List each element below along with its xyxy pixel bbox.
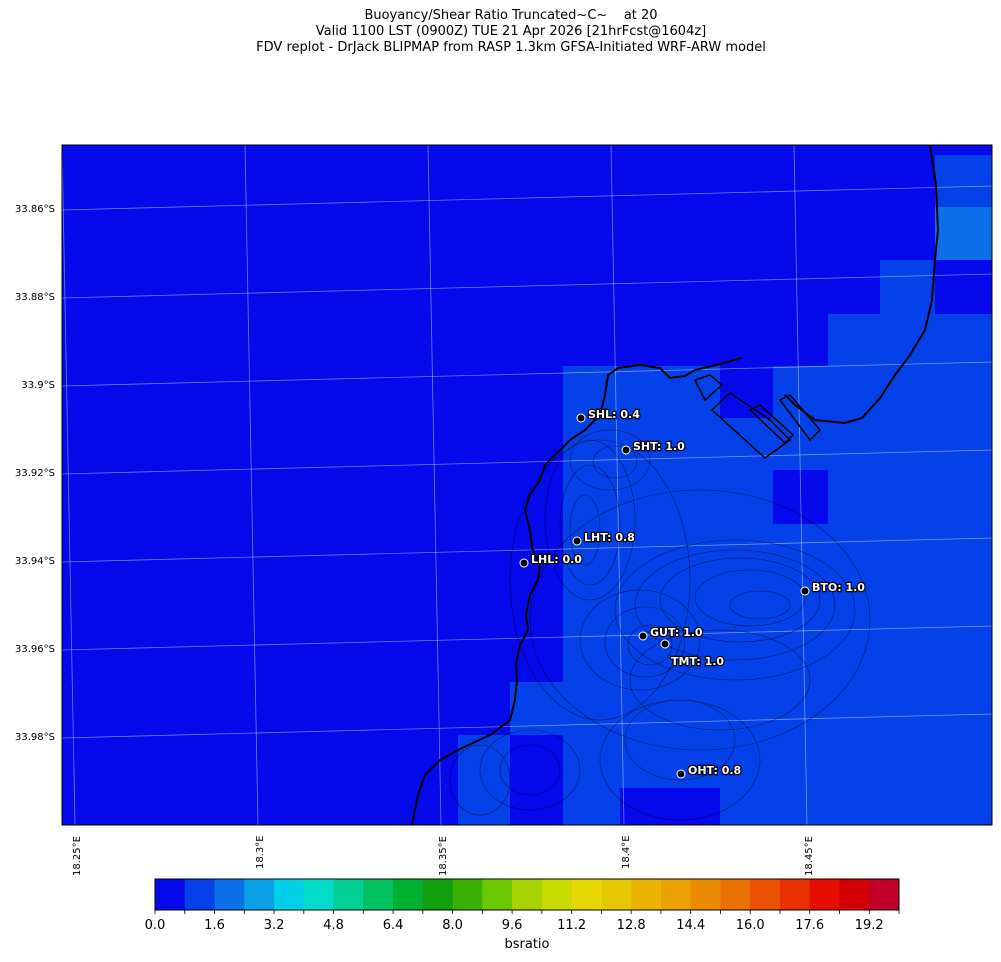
lat-label: 33.9°S bbox=[21, 380, 55, 391]
lat-label: 33.88°S bbox=[15, 292, 55, 303]
lat-label: 33.96°S bbox=[15, 644, 55, 655]
lat-labels: 33.86°S 33.88°S 33.9°S 33.92°S 33.94°S 3… bbox=[15, 204, 55, 743]
station-lhl[interactable]: LHL: 0.0 bbox=[519, 552, 583, 568]
station-shl[interactable]: SHL: 0.4 bbox=[576, 407, 641, 423]
lat-label: 33.98°S bbox=[15, 732, 55, 743]
station-marker[interactable] bbox=[621, 445, 631, 455]
colorbar-tick-label: 8.0 bbox=[442, 918, 463, 933]
colorbar-swatch bbox=[333, 879, 364, 910]
station-label: TMT: 1.0 bbox=[671, 655, 724, 668]
station-gut[interactable]: GUT: 1.0 bbox=[638, 625, 704, 641]
darker-cells bbox=[620, 260, 992, 825]
station-marker[interactable] bbox=[576, 413, 586, 423]
colorbar-swatch bbox=[869, 879, 900, 910]
colorbar-swatch bbox=[631, 879, 662, 910]
colorbar-tick-label: 19.2 bbox=[855, 918, 884, 933]
field-cells bbox=[458, 155, 992, 825]
station-oht[interactable]: OHT: 0.8 bbox=[676, 763, 742, 779]
lon-label: 18.45°E bbox=[804, 836, 815, 876]
station-marker[interactable] bbox=[676, 769, 686, 779]
station-label: LHT: 0.8 bbox=[584, 531, 635, 544]
colorbar-swatch bbox=[393, 879, 424, 910]
colorbar: 0.0 1.6 3.2 4.8 6.4 8.0 9.6 11.2 12.8 14.4 16.0 17.… bbox=[145, 878, 900, 952]
colorbar-swatch bbox=[303, 879, 335, 910]
colorbar-swatch bbox=[422, 879, 454, 910]
colorbar-tick-label: 6.4 bbox=[383, 918, 404, 933]
station-marker[interactable] bbox=[572, 536, 582, 546]
colorbar-swatch bbox=[809, 879, 840, 910]
station-sht[interactable]: SHT: 1.0 bbox=[621, 439, 686, 455]
station-lht[interactable]: LHT: 0.8 bbox=[572, 530, 636, 546]
colorbar-swatch bbox=[155, 879, 186, 910]
coastline bbox=[411, 145, 940, 825]
lon-labels: 18.25°E 18.3°E 18.35°E 18.4°E 18.45°E bbox=[72, 835, 815, 876]
station-label: OHT: 0.8 bbox=[688, 764, 741, 777]
lat-label: 33.94°S bbox=[15, 556, 55, 567]
lon-label: 18.3°E bbox=[255, 835, 266, 869]
colorbar-swatch bbox=[214, 879, 245, 910]
colorbar-tick-label: 16.0 bbox=[736, 918, 765, 933]
colorbar-frame bbox=[154, 878, 900, 911]
lat-label: 33.92°S bbox=[15, 468, 55, 479]
colorbar-swatch bbox=[601, 879, 632, 910]
colorbar-swatch bbox=[541, 879, 573, 910]
colorbar-swatches bbox=[155, 879, 900, 910]
colorbar-tick-label: 11.2 bbox=[557, 918, 586, 933]
colorbar-swatch bbox=[690, 879, 721, 910]
station-marker[interactable] bbox=[800, 586, 810, 596]
colorbar-tick-label: 17.6 bbox=[795, 918, 824, 933]
map-frame bbox=[61, 144, 993, 826]
title-line-1: Buoyancy/Shear Ratio Truncated~C~ at 20 bbox=[364, 8, 658, 23]
colorbar-swatch bbox=[720, 879, 751, 910]
stations-layer: SHL: 0.4 SHT: 1.0 LHT: 0.8 LHL: 0.0 BTO:… bbox=[519, 407, 866, 779]
colorbar-tick-label: 4.8 bbox=[323, 918, 344, 933]
station-label: SHT: 1.0 bbox=[633, 440, 685, 453]
terrain-contours bbox=[449, 429, 871, 821]
station-marker[interactable] bbox=[519, 558, 529, 568]
lon-label: 18.25°E bbox=[72, 836, 83, 876]
lat-label: 33.86°S bbox=[15, 204, 55, 215]
station-label: BTO: 1.0 bbox=[812, 581, 865, 594]
station-marker[interactable] bbox=[660, 639, 670, 649]
colorbar-swatch bbox=[512, 879, 543, 910]
colorbar-swatch bbox=[452, 879, 483, 910]
colorbar-swatch bbox=[363, 879, 394, 910]
colorbar-tick-label: 0.0 bbox=[145, 918, 166, 933]
colorbar-tick-label: 1.6 bbox=[204, 918, 225, 933]
light-cell bbox=[935, 207, 992, 260]
lon-label: 18.35°E bbox=[438, 836, 449, 876]
colorbar-tick-label: 3.2 bbox=[264, 918, 285, 933]
station-marker[interactable] bbox=[638, 631, 648, 641]
colorbar-tick-label: 9.6 bbox=[502, 918, 523, 933]
colorbar-tick-label: 12.8 bbox=[617, 918, 646, 933]
station-tmt[interactable]: TMT: 1.0 bbox=[660, 639, 726, 669]
lon-label: 18.4°E bbox=[621, 835, 632, 869]
map-plot-area: SHL: 0.4 SHT: 1.0 LHT: 0.8 LHL: 0.0 BTO:… bbox=[62, 145, 992, 825]
station-label: LHL: 0.0 bbox=[531, 553, 582, 566]
colorbar-ticks: 0.0 1.6 3.2 4.8 6.4 8.0 9.6 11.2 12.8 14.4 16.0 17.… bbox=[145, 910, 900, 933]
colorbar-swatch bbox=[660, 879, 692, 910]
colorbar-swatch bbox=[750, 879, 781, 910]
map-title: Buoyancy/Shear Ratio Truncated~C~ at 20 … bbox=[0, 8, 1001, 56]
graticule bbox=[62, 145, 992, 825]
colorbar-swatch bbox=[839, 879, 870, 910]
station-label: GUT: 1.0 bbox=[650, 626, 703, 639]
colorbar-swatch bbox=[779, 879, 811, 910]
colorbar-swatch bbox=[482, 879, 513, 910]
colorbar-swatch bbox=[184, 879, 216, 910]
station-bto[interactable]: BTO: 1.0 bbox=[800, 580, 866, 596]
station-label: SHL: 0.4 bbox=[588, 408, 640, 421]
colorbar-swatch bbox=[274, 879, 305, 910]
colorbar-swatch bbox=[571, 879, 602, 910]
colorbar-label: bsratio bbox=[505, 937, 550, 952]
colorbar-swatch bbox=[244, 879, 275, 910]
colorbar-tick-label: 14.4 bbox=[676, 918, 705, 933]
title-line-3: FDV replot - DrJack BLIPMAP from RASP 1.… bbox=[256, 40, 766, 55]
title-line-2: Valid 1100 LST (0900Z) TUE 21 Apr 2026 [… bbox=[315, 24, 707, 39]
